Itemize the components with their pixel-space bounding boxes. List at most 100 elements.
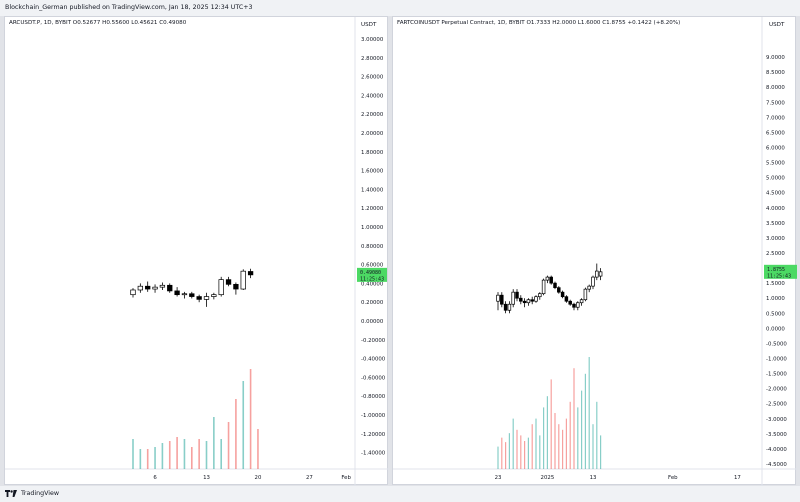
candle-up xyxy=(587,285,591,290)
price-axis[interactable]: 9.0000 8.5000 8.0000 7.5000 7.0000 6.5000 6.00… xyxy=(766,55,787,468)
countdown-value: 11:25:43 xyxy=(767,273,791,279)
price-tick-label: 2.60000 xyxy=(361,75,384,81)
price-tick-label: 4.5000 xyxy=(766,191,785,197)
price-tick-label: 1.80000 xyxy=(361,150,384,156)
candle-up xyxy=(545,276,550,281)
price-tick-label: -0.40000 xyxy=(361,357,386,363)
candle-down xyxy=(225,279,232,285)
price-tick-label: 3.00000 xyxy=(361,37,384,43)
time-tick-label: 13 xyxy=(203,475,210,481)
price-tick-label: 1.40000 xyxy=(361,187,384,193)
price-tick-label: 0.5000 xyxy=(766,311,785,317)
volume-bar xyxy=(235,399,237,469)
price-tick-label: 1.00000 xyxy=(361,225,384,231)
volume-bar xyxy=(154,447,156,469)
price-tick-label: 2.20000 xyxy=(361,112,384,118)
volume-bar xyxy=(600,435,602,469)
price-tick-label: 0.80000 xyxy=(361,244,384,250)
volume-bar xyxy=(198,439,200,469)
chart-pane-arc[interactable]: ARCUSDT.P, 1D, BYBIT O0.52677 H0.55600 L… xyxy=(4,16,389,486)
candle-down xyxy=(503,303,508,311)
volume-bar xyxy=(161,443,164,469)
chart-arc[interactable]: USDT 3.00000 2.80000 2.60000 2.40000 2.20000… xyxy=(5,17,389,486)
candle-up xyxy=(511,291,515,305)
candle-down xyxy=(553,282,557,289)
last-price-value: 1.8755 xyxy=(767,267,785,273)
price-tick-label: 2.80000 xyxy=(361,56,384,62)
candle-down xyxy=(530,299,534,302)
candle-up xyxy=(534,296,538,302)
price-tick-label: 2.00000 xyxy=(361,131,384,137)
time-tick-label: 27 xyxy=(306,475,313,481)
candle-down xyxy=(167,284,173,292)
volume-bar xyxy=(220,439,222,469)
candle-down xyxy=(196,296,202,300)
volume-bar xyxy=(520,435,522,469)
candle-up xyxy=(240,270,246,290)
volume-bar xyxy=(543,407,545,469)
candle-down xyxy=(522,300,527,304)
tradingview-logo-icon xyxy=(5,489,17,497)
candle-down xyxy=(557,287,561,293)
price-tick-label: 8.5000 xyxy=(766,70,785,76)
time-tick-label: 13 xyxy=(590,475,597,481)
candle-up xyxy=(218,279,224,296)
volume-bar xyxy=(497,446,499,469)
candle-up xyxy=(137,285,144,291)
price-tick-label: -3.5000 xyxy=(766,432,787,438)
candle-down xyxy=(189,293,195,297)
candle-up xyxy=(576,302,580,308)
candle-down xyxy=(519,297,523,302)
price-tick-label: 7.5000 xyxy=(766,100,785,106)
symbol-legend-arc: ARCUSDT.P, 1D, BYBIT O0.52677 H0.55600 L… xyxy=(9,20,187,26)
price-tick-label: -0.20000 xyxy=(361,338,386,344)
volume-bar xyxy=(508,433,510,469)
candle-down xyxy=(560,291,565,298)
time-tick-label: 23 xyxy=(495,475,502,481)
price-tick-label: 6.5000 xyxy=(766,130,785,136)
volume-bar xyxy=(550,379,552,469)
candle-up xyxy=(595,270,599,278)
price-tick-label: -1.0000 xyxy=(766,356,787,362)
volume-bar xyxy=(539,435,541,469)
price-tick-label: -0.60000 xyxy=(361,375,386,381)
volume-bar xyxy=(183,439,186,469)
attribution-bar: Blockchain_German published on TradingVi… xyxy=(0,0,800,16)
volume-bar xyxy=(535,418,537,469)
volume-bar xyxy=(565,418,567,469)
price-axis[interactable]: 3.00000 2.80000 2.60000 2.40000 2.20000 2.000… xyxy=(361,37,386,457)
last-price-badge xyxy=(764,264,797,279)
volume-bar xyxy=(577,407,579,469)
candle-up xyxy=(538,293,542,298)
candle-up xyxy=(526,299,531,304)
price-tick-label: 2.5000 xyxy=(766,251,785,257)
price-tick-label: 7.0000 xyxy=(766,115,785,121)
price-tick-label: 0.20000 xyxy=(361,300,384,306)
volume-bar xyxy=(176,437,178,469)
price-tick-label: 0.0000 xyxy=(766,326,785,332)
volume-bar xyxy=(562,429,564,469)
chart-pane-fartcoin[interactable]: FARTCOINUSDT Perpetual Contract, 1D, BYB… xyxy=(392,16,797,486)
candle-down xyxy=(500,294,504,305)
price-tick-label: 2.40000 xyxy=(361,93,384,99)
time-axis[interactable]: 23 2025 13 Feb 17 xyxy=(495,475,741,481)
candle-up xyxy=(181,293,188,296)
time-tick-label: 17 xyxy=(734,475,741,481)
price-tick-label: 0.60000 xyxy=(361,263,384,269)
volume-bar xyxy=(546,396,548,469)
volume-bar xyxy=(558,424,560,469)
time-axis[interactable]: 6 13 20 27 Feb xyxy=(153,475,351,481)
candle-up xyxy=(507,303,512,311)
volume-bar xyxy=(569,401,571,469)
price-tick-label: 5.0000 xyxy=(766,176,785,182)
candle-up xyxy=(130,289,136,296)
chart-fartcoin[interactable]: USDT 9.0000 8.5000 8.0000 7.5000 7.0000 6.500… xyxy=(393,17,797,486)
volume-bar xyxy=(168,441,171,469)
candle-down xyxy=(572,303,576,308)
price-tick-label: 1.5000 xyxy=(766,281,785,287)
price-tick-label: -1.40000 xyxy=(361,451,386,457)
candles xyxy=(130,268,254,307)
time-tick-label: 2025 xyxy=(541,475,555,481)
price-tick-label: -1.5000 xyxy=(766,372,787,378)
